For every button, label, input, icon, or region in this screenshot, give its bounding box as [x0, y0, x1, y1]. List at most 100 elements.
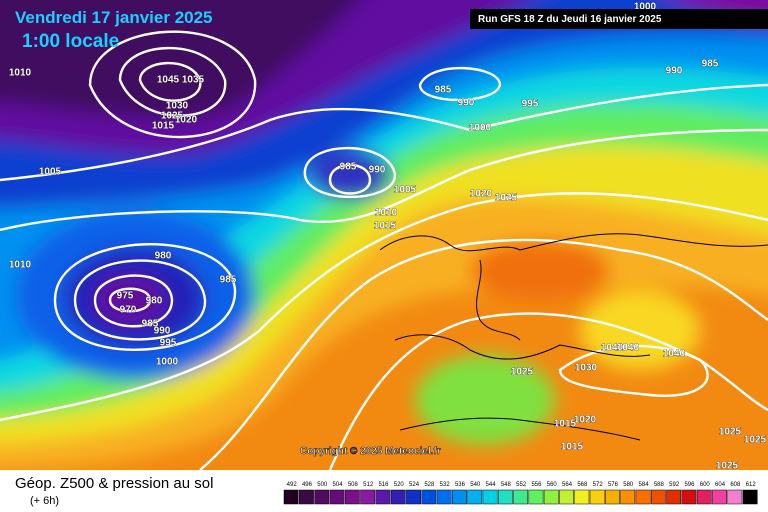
- isobar-label: 975: [117, 291, 134, 302]
- colorbar-swatch: [375, 489, 391, 505]
- colorbar-label: 576: [608, 482, 619, 488]
- colorbar-label: 536: [455, 482, 466, 488]
- colorbar-label: 564: [562, 482, 573, 488]
- isobar-label: 990: [154, 326, 171, 337]
- isobars: [0, 30, 768, 470]
- colorbar-label: 588: [654, 482, 665, 488]
- isobar-label: 1015: [554, 419, 577, 430]
- colorbar-swatch: [436, 489, 452, 505]
- isobar-label: 1030: [166, 101, 189, 112]
- isobar-label: 1040: [617, 343, 640, 354]
- colorbar-swatch: [543, 489, 559, 505]
- isobar-label: 1005: [39, 167, 62, 178]
- colorbar-label: 524: [409, 482, 420, 488]
- isobar-label: 985: [702, 59, 719, 70]
- isobar-label: 1025: [716, 461, 739, 472]
- isobar-label: 1000: [156, 357, 179, 368]
- isobar-label: 1025: [495, 193, 518, 204]
- colorbar-swatch: [681, 489, 697, 505]
- colorbar-label: 600: [700, 482, 711, 488]
- colorbar-label: 496: [302, 482, 313, 488]
- isobar-label: 985: [142, 319, 159, 330]
- colorbar-swatch: [635, 489, 651, 505]
- colorbar-label: 492: [287, 482, 298, 488]
- colorbar-swatch: [283, 489, 299, 505]
- isobar-label: 990: [369, 165, 386, 176]
- colorbar-swatch: [620, 489, 636, 505]
- isobar-label: 1040: [601, 343, 624, 354]
- colorbar-label: 520: [394, 482, 405, 488]
- colorbar: 492 496 500 504 508 512 516 520 524 528 532 536 540 5…: [283, 482, 758, 505]
- isobar-label: 1000: [469, 123, 492, 134]
- isobar-label: 1010: [9, 260, 32, 271]
- colorbar-label: 608: [730, 482, 741, 488]
- colorbar-label: 504: [333, 482, 344, 488]
- isobar-label: 990: [666, 66, 683, 77]
- isobar-label: 1010: [375, 208, 398, 219]
- colorbar-label: 560: [547, 482, 558, 488]
- legend-title: Géop. Z500 & pression au sol: [15, 475, 213, 492]
- colorbar-label: 532: [440, 482, 451, 488]
- colorbar-label: 548: [501, 482, 512, 488]
- colorbar-swatch: [727, 489, 743, 505]
- isobar-label: 1025: [161, 111, 184, 122]
- date: Vendredi 17 janvier 2025: [15, 8, 213, 27]
- isobar-label: 1015: [561, 442, 584, 453]
- isobar-label: 1005: [394, 185, 417, 196]
- isobar-label: 995: [522, 99, 539, 110]
- colorbar-label: 512: [363, 482, 374, 488]
- coastlines: [379, 233, 768, 441]
- colorbar-label: 556: [531, 482, 542, 488]
- colorbar-label: 552: [516, 482, 527, 488]
- colorbar-swatch: [467, 489, 483, 505]
- colorbar-swatch: [742, 489, 758, 505]
- isobar-label: 1035: [182, 75, 205, 86]
- isobar-label: 985: [340, 162, 357, 173]
- colorbar-swatch: [497, 489, 513, 505]
- colorbar-label: 592: [669, 482, 680, 488]
- colorbar-swatch: [666, 489, 682, 505]
- isobar-label: 1020: [574, 415, 597, 426]
- isobar-label: 985: [220, 275, 237, 286]
- isobar-label: 1020: [175, 115, 198, 126]
- colorbar-swatch: [390, 489, 406, 505]
- isobar-label: 1025: [719, 427, 742, 438]
- colorbar-swatch: [712, 489, 727, 505]
- colorbar-swatch: [314, 489, 330, 505]
- colorbar-label: 596: [684, 482, 695, 488]
- copyright: Copyright © 2025 Meteociel.fr: [300, 446, 441, 457]
- isobar-label: 1030: [575, 363, 598, 374]
- isobar-label: 1025: [744, 435, 767, 446]
- isobar-label: 985: [435, 85, 452, 96]
- isobar-label: 1015: [374, 221, 397, 232]
- local-time: 1:00 locale: [22, 31, 119, 52]
- colorbar-label: 544: [486, 482, 497, 488]
- colorbar-swatch: [513, 489, 529, 505]
- colorbar-swatch: [589, 489, 605, 505]
- colorbar-label: 540: [470, 482, 481, 488]
- colorbar-label: 508: [348, 482, 359, 488]
- isobar-label: 1020: [470, 189, 493, 200]
- isobar-label: 1025: [511, 367, 534, 378]
- colorbar-swatch: [574, 489, 590, 505]
- colorbar-swatch: [528, 489, 544, 505]
- colorbar-swatch: [482, 489, 498, 505]
- colorbar-label: 580: [623, 482, 634, 488]
- isobar-label: 995: [160, 338, 177, 349]
- colorbar-swatch: [696, 489, 712, 505]
- colorbar-swatch: [344, 489, 360, 505]
- run-box: [470, 9, 768, 29]
- colorbar-swatch: [605, 489, 620, 505]
- colorbar-swatch: [299, 489, 314, 505]
- isobar-label: 980: [155, 251, 172, 262]
- colorbar-swatch: [559, 489, 574, 505]
- colorbar-swatch: [329, 489, 345, 505]
- colorbar-swatch: [452, 489, 467, 505]
- colorbar-swatch: [360, 489, 376, 505]
- isobar-label: 1000: [634, 2, 657, 13]
- run-info: Run GFS 18 Z du Jeudi 16 janvier 2025: [478, 14, 662, 25]
- isobar-label: 1015: [152, 121, 175, 132]
